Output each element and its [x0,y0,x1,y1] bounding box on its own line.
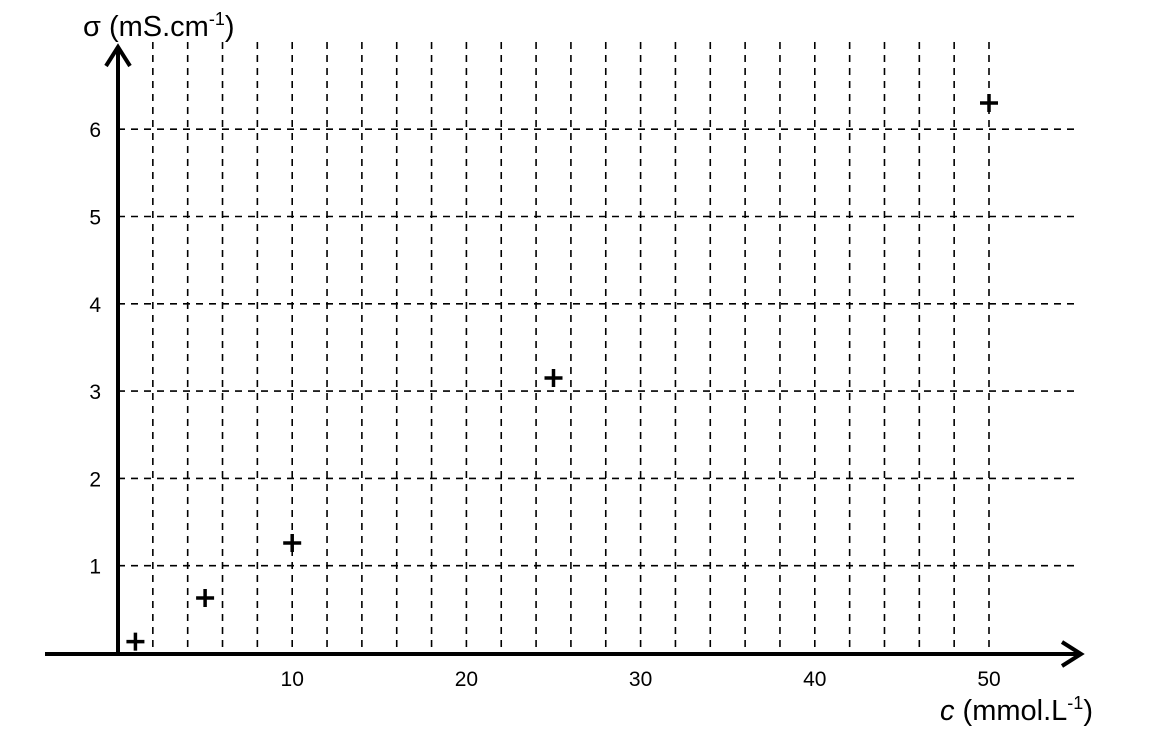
x-tick-label: 10 [281,668,304,691]
x-axis-arrow-icon [1060,640,1085,668]
y-tick-label: 5 [89,207,101,230]
data-point [196,589,215,608]
data-point [126,632,145,651]
data-point [980,94,998,113]
y-tick-label: 3 [89,381,101,404]
x-tick-label: 20 [455,668,478,691]
x-tick-label: 40 [803,668,826,691]
y-tick-label: 4 [89,294,101,317]
x-tick-label: 50 [977,668,1000,691]
data-point [544,369,563,388]
grid [118,42,1077,653]
y-tick-label: 2 [89,468,101,491]
y-axis-arrow-icon [104,43,132,68]
y-axis-label: σ (mS.cm-1) [83,9,235,43]
y-tick-label: 6 [89,119,101,142]
axes [45,43,1085,668]
x-axis-label: c (mmol.L-1) [940,693,1093,727]
y-tick-label: 1 [89,556,101,579]
x-tick-label: 30 [629,668,652,691]
data-point [283,534,302,553]
